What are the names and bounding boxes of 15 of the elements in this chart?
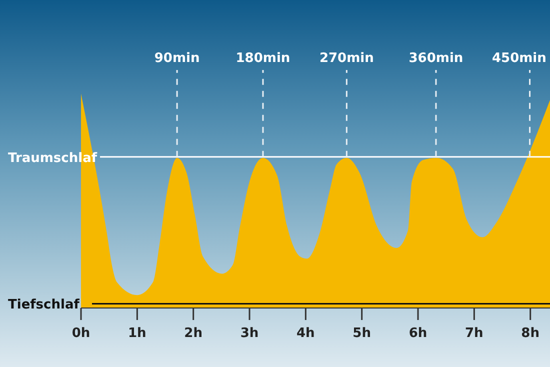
x-tick-label: 7h <box>465 326 484 342</box>
x-tick-label: 2h <box>184 326 202 342</box>
x-tick-label: 6h <box>408 326 428 342</box>
x-tick-label: 3h <box>240 326 259 342</box>
ref-line-label: 450min <box>492 51 546 66</box>
x-tick-label: 5h <box>352 326 371 342</box>
ref-line-label: 360min <box>408 51 464 66</box>
x-tick-label: 4h <box>296 326 315 342</box>
ref-line-label: 180min <box>236 51 290 66</box>
ref-line-label: Tiefschlaf <box>8 298 80 313</box>
ref-line-label: 90min <box>154 51 200 66</box>
x-tick-label: 8h <box>521 326 540 342</box>
ref-line-label: 270min <box>319 51 374 66</box>
x-tick-label: 0h <box>72 326 90 342</box>
x-tick-label: 1h <box>128 326 146 342</box>
